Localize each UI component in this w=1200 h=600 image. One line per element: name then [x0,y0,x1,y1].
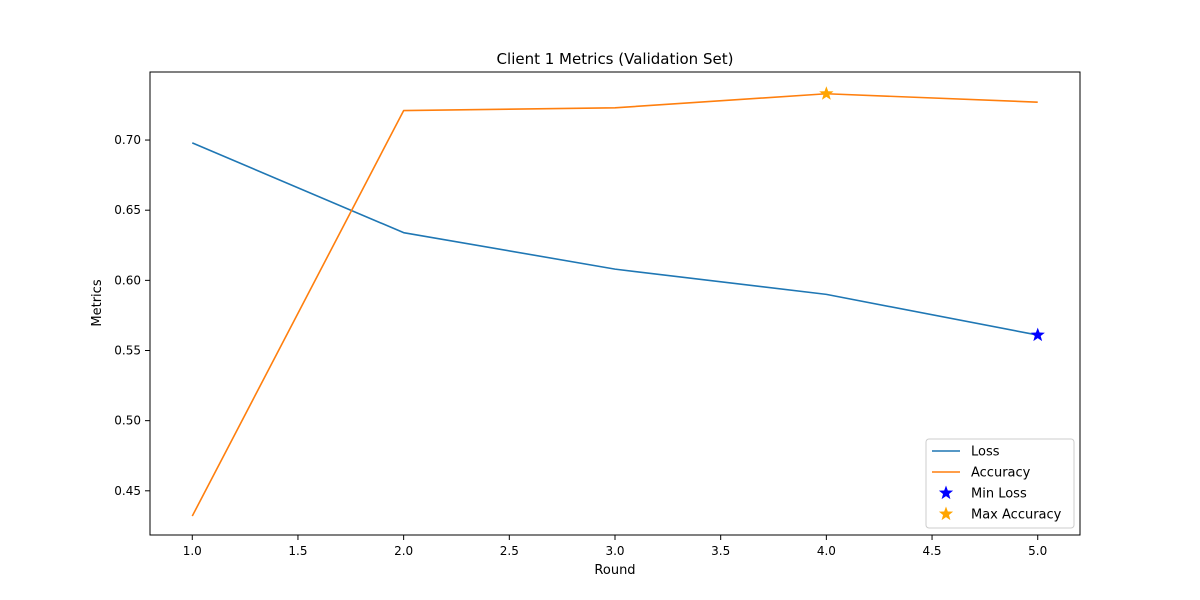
legend-label-min-loss: Min Loss [971,487,1027,502]
series-line-loss [191,142,1038,336]
y-tick-label: 0.65 [114,203,141,217]
marker-max-accuracy [819,86,834,100]
legend-box [925,438,1075,529]
x-tick-label: 1.0 [183,544,202,558]
legend-swatch-max-accuracy [938,506,954,521]
legend-label-accuracy: Accuracy [971,466,1031,481]
chart-title: Client 1 Metrics (Validation Set) [497,50,734,68]
x-axis: 1.0 1.5 2.0 2.5 3.0 3.5 4.0 4.5 5.0 [183,535,1047,558]
x-tick-label: 4.5 [922,544,941,558]
y-tick-label: 0.60 [114,273,141,287]
marker-min-loss [1030,327,1045,342]
y-tick-label: 0.70 [114,133,141,147]
legend: Loss Accuracy Min Loss Max Accuracy [925,438,1075,529]
x-tick-label: 1.5 [288,544,307,558]
legend-swatch-min-loss [938,485,954,500]
x-tick-label: 2.0 [394,544,413,558]
y-tick-label: 0.45 [114,484,141,498]
y-tick-label: 0.55 [114,344,141,358]
x-tick-label: 4.0 [817,544,836,558]
legend-label-loss: Loss [971,445,1000,460]
y-axis: 0.45 0.50 0.55 0.60 0.65 0.70 [114,133,150,498]
x-tick-label: 5.0 [1028,544,1047,558]
x-axis-label: Round [594,563,635,578]
series-line-accuracy [191,92,1038,517]
x-tick-label: 2.5 [500,544,519,558]
y-tick-label: 0.50 [114,414,141,428]
x-tick-label: 3.0 [605,544,624,558]
series-layer [191,92,1038,517]
legend-label-max-accuracy: Max Accuracy [971,508,1062,523]
marker-layer [819,86,1045,342]
x-tick-label: 3.5 [711,544,730,558]
y-axis-label: Metrics [90,279,105,326]
